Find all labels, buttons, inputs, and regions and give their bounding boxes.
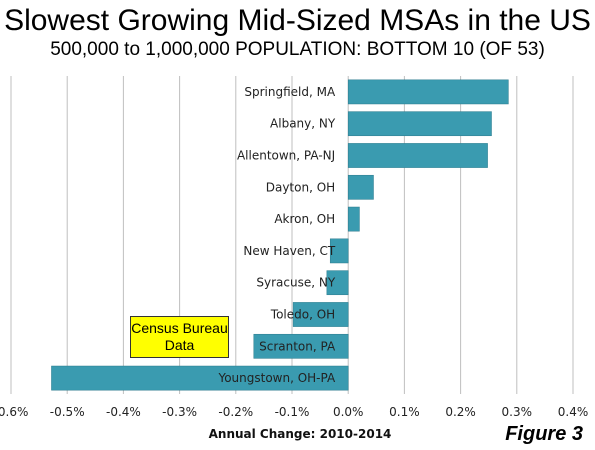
- category-label: Dayton, OH: [266, 180, 335, 194]
- bars: [51, 79, 509, 391]
- x-tick-label: 0.2%: [445, 405, 476, 419]
- x-tick-label: -0.5%: [50, 405, 85, 419]
- figure-label: Figure 3: [505, 423, 583, 445]
- category-label: Syracuse, NY: [256, 276, 335, 290]
- category-label: Youngstown, OH-PA: [217, 371, 336, 385]
- category-labels: Springfield, MA Albany, NY Allentown, PA-N…: [217, 85, 336, 385]
- x-axis-ticks: -0.6% -0.5% -0.4% -0.3% -0.2% -0.1% 0.0% 0.1% 0.…: [0, 405, 588, 419]
- category-label: Akron, OH: [274, 212, 335, 226]
- x-tick-label: 0.1%: [389, 405, 420, 419]
- category-label: New Haven, CT: [243, 244, 335, 258]
- bar: [292, 302, 349, 327]
- category-label: Albany, NY: [270, 117, 336, 131]
- x-tick-label: -0.4%: [106, 405, 141, 419]
- x-tick-label: 0.3%: [502, 405, 533, 419]
- x-tick-label: -0.2%: [218, 405, 253, 419]
- bar: [347, 206, 360, 232]
- chart-title: Slowest Growing Mid-Sized MSAs in the US: [4, 4, 591, 37]
- bar: [347, 79, 509, 105]
- census-data-annotation: Census Bureau Data: [130, 316, 229, 358]
- category-label: Toledo, OH: [270, 308, 335, 322]
- bar: [51, 365, 349, 391]
- category-label: Scranton, PA: [259, 339, 336, 353]
- bar: [329, 238, 349, 264]
- x-tick-label: -0.1%: [275, 405, 310, 419]
- x-tick-label: -0.6%: [0, 405, 28, 419]
- annotation-line-1: Census Bureau: [131, 320, 228, 336]
- chart-subtitle: 500,000 to 1,000,000 POPULATION: BOTTOM …: [50, 39, 545, 60]
- x-tick-label: 0.4%: [558, 405, 589, 419]
- annotation-line-2: Data: [164, 337, 195, 353]
- x-tick-label: -0.3%: [162, 405, 197, 419]
- category-label: Allentown, PA-NJ: [237, 149, 335, 163]
- bar: [347, 143, 488, 168]
- bar: [347, 174, 374, 200]
- x-tick-label: 0.0%: [333, 405, 364, 419]
- bar: [347, 111, 492, 137]
- bar: [326, 270, 349, 296]
- category-label: Springfield, MA: [244, 85, 336, 99]
- x-axis-label: Annual Change: 2010-2014: [209, 427, 392, 441]
- bar: [253, 333, 349, 359]
